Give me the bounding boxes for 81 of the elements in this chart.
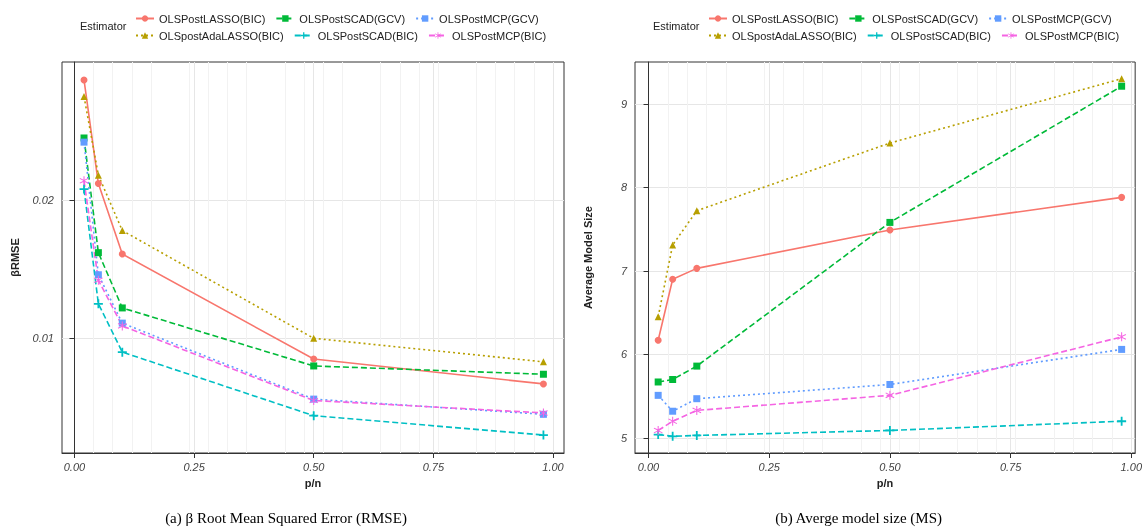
x-tick-label: 0.25 [183, 460, 206, 473]
point [539, 358, 547, 366]
y-tick-label: 9 [620, 97, 627, 110]
y-tick-label: 8 [620, 181, 628, 194]
point [654, 336, 662, 344]
y-tick-label: 0.01 [32, 332, 54, 345]
x-tick-label: 0.75 [999, 460, 1023, 473]
legend-label: OLSPostSCAD(GCV) [872, 12, 979, 25]
point [1118, 75, 1126, 83]
point [309, 411, 319, 421]
point [93, 299, 103, 309]
x-tick-label: 1.00 [1120, 460, 1143, 473]
point [118, 227, 126, 235]
point [80, 93, 88, 101]
point [1118, 82, 1126, 90]
point [94, 180, 102, 188]
y-tick-label: 0.02 [32, 194, 54, 207]
x-tick-label: 0.50 [303, 460, 326, 473]
point [669, 375, 677, 383]
point [1117, 416, 1127, 426]
point [118, 304, 126, 312]
x-tick-label: 0.00 [637, 460, 661, 473]
x-axis-title: p/n [304, 476, 322, 489]
point [669, 407, 677, 415]
point [693, 395, 701, 403]
x-tick-label: 0.00 [63, 460, 87, 473]
point [79, 184, 89, 194]
x-axis-title: p/n [876, 476, 894, 489]
legend-label: OLSPostMCP(BIC) [451, 29, 547, 42]
y-axis-title: βRMSE [8, 238, 21, 277]
point [94, 271, 102, 279]
legend-label: OLSPostMCP(GCV) [439, 12, 539, 25]
point [117, 347, 127, 357]
x-tick-label: 0.50 [879, 460, 902, 473]
point [80, 138, 88, 146]
legend-label: OLSPostLASSO(BIC) [159, 12, 266, 25]
point [117, 321, 127, 331]
legend-label: OLSPostSCAD(BIC) [890, 29, 991, 42]
point [1118, 193, 1126, 201]
legend-label: OLSPostMCP(BIC) [1024, 29, 1120, 42]
legend-label: OLSPostMCP(GCV) [1012, 12, 1112, 25]
y-tick-label: 7 [620, 264, 628, 277]
point [1117, 332, 1127, 342]
point [310, 334, 318, 342]
point [668, 431, 678, 441]
point [310, 362, 318, 370]
legend-title: Estimator [80, 19, 127, 32]
point [669, 275, 677, 283]
x-tick-label: 0.25 [758, 460, 781, 473]
point [654, 391, 662, 399]
point [94, 249, 102, 257]
legend-label: OLSpostAdaLASSO(BIC) [732, 29, 857, 42]
point [693, 362, 701, 370]
point [654, 378, 662, 386]
point [653, 425, 663, 435]
point [886, 139, 894, 147]
legend-label: OLSPostSCAD(GCV) [299, 12, 406, 25]
y-tick-label: 5 [620, 431, 628, 444]
point [539, 380, 547, 388]
point [118, 250, 126, 258]
y-axis-title: Average Model Size [581, 206, 594, 309]
point [93, 275, 103, 285]
point [693, 264, 701, 272]
point [310, 355, 318, 363]
x-tick-label: 1.00 [542, 460, 565, 473]
point [539, 370, 547, 378]
point [79, 176, 89, 186]
point [94, 171, 102, 179]
legend-label: OLSPostSCAD(BIC) [317, 29, 418, 42]
point [692, 405, 702, 415]
text: (a) β Root Mean Squared Error (RMSE) [165, 509, 407, 527]
point [1118, 345, 1126, 353]
x-tick-label: 0.75 [422, 460, 445, 473]
legend-title: Estimator [653, 19, 700, 32]
legend-label: OLSPostLASSO(BIC) [732, 12, 839, 25]
legend-label: OLSpostAdaLASSO(BIC) [159, 29, 284, 42]
point [668, 416, 678, 426]
text: (b) Averge model size (MS) [775, 509, 943, 527]
point [886, 218, 894, 226]
point [886, 380, 894, 388]
y-tick-label: 6 [620, 348, 628, 361]
